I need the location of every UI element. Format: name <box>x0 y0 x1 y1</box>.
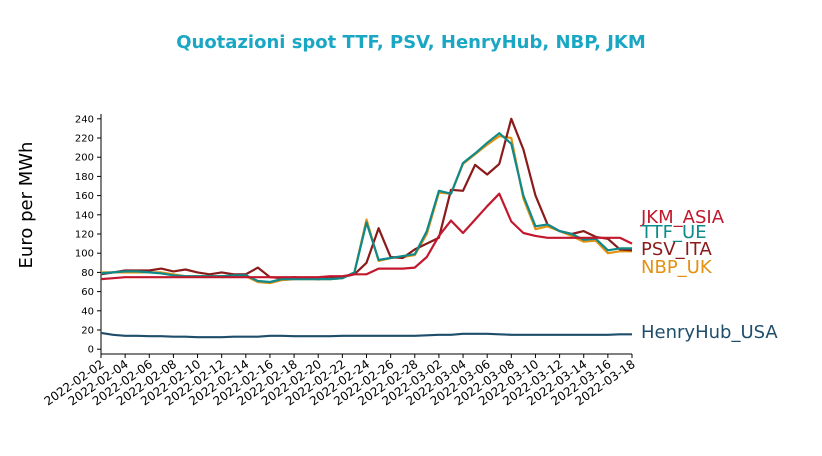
y-tick-label: 220 <box>75 134 94 145</box>
x-axis: 2022-02-022022-02-042022-02-062022-02-08… <box>42 353 638 408</box>
series-label-ttf-ue: TTF_UE <box>640 222 707 243</box>
y-tick-label: 80 <box>81 268 94 279</box>
series-line-psv-ita <box>100 117 633 281</box>
y-tick-label: 180 <box>75 172 94 183</box>
y-axis: 0 20 40 60 80 100 120 140 160 180 200 220 240 <box>75 114 102 356</box>
y-tick-label: 240 <box>75 114 94 125</box>
series-label-nbp-uk: NBP_UK <box>641 257 713 278</box>
y-tick-label: 200 <box>75 153 94 164</box>
series-lines <box>100 117 633 339</box>
series-line-jkm-asia <box>100 192 633 281</box>
y-axis-title: Euro per MWh <box>16 142 37 269</box>
series-line-henryhub-usa <box>100 331 632 339</box>
y-tick-label: 0 <box>88 345 94 356</box>
y-tick-label: 140 <box>75 210 94 221</box>
y-tick-label: 160 <box>75 191 94 202</box>
chart-title: Quotazioni spot TTF, PSV, HenryHub, NBP,… <box>176 32 646 53</box>
y-tick-label: 120 <box>75 230 94 241</box>
y-tick-label: 60 <box>81 287 94 298</box>
y-tick-label: 20 <box>81 326 94 337</box>
series-label-psv-ita: PSV_ITA <box>641 239 713 260</box>
series-label-jkm-asia: JKM_ASIA <box>640 207 725 228</box>
y-tick-label: 40 <box>81 306 94 317</box>
y-tick-label: 100 <box>75 249 94 260</box>
series-label-henryhub-usa: HenryHub_USA <box>641 322 778 343</box>
